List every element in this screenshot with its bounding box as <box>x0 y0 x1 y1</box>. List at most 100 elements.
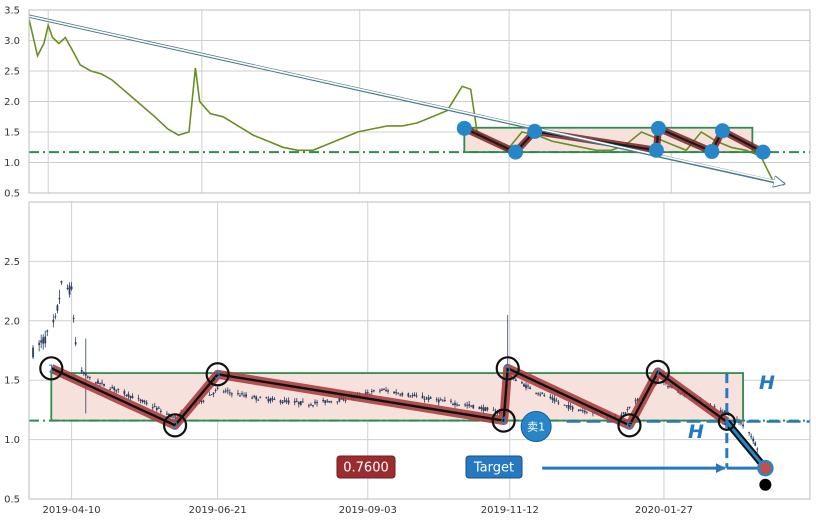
candle-body <box>269 398 272 402</box>
bottom-y-axis: 2.5 2.0 1.5 1.0 0.5 <box>4 257 20 506</box>
candle-body <box>70 286 73 290</box>
pattern-height-label: H <box>759 372 775 394</box>
candle-body <box>525 384 527 389</box>
candle-body <box>454 402 456 406</box>
candle-body <box>541 392 544 394</box>
target-height-label: H <box>688 421 704 443</box>
candle-body <box>480 407 483 410</box>
candle-body <box>267 398 270 402</box>
candle-body <box>370 391 373 393</box>
top-panel-frame <box>28 9 811 194</box>
candle-body <box>543 395 546 397</box>
candle-body <box>56 305 59 311</box>
top-y-tick-label: 3.5 <box>4 6 20 17</box>
pattern-point-label: 7 <box>654 366 661 379</box>
candle-body <box>113 387 116 391</box>
candle-body <box>265 397 268 399</box>
candle-body <box>299 401 302 405</box>
pattern-point-label: 1 <box>48 362 55 375</box>
bottom-x-tick-label: 2020-01-27 <box>635 505 693 516</box>
candle-body <box>38 342 41 345</box>
candle-body <box>253 395 256 397</box>
bottom-panel-frame <box>28 201 811 500</box>
candle-body <box>401 393 404 396</box>
top-pattern-point <box>755 144 771 160</box>
candle-body <box>535 392 538 394</box>
candle-body <box>111 387 114 389</box>
candle-body <box>328 401 331 403</box>
bottom-x-tick-label: 2019-06-21 <box>189 505 247 516</box>
pattern-point-label: 4 <box>500 415 507 428</box>
bottom-y-tick-label: 1.5 <box>4 376 20 387</box>
candle-body <box>411 395 414 397</box>
candle-body <box>279 400 282 403</box>
pattern-point-label: 5 <box>504 362 511 375</box>
candle-body <box>228 392 231 394</box>
candle-body <box>437 399 440 403</box>
target-box <box>465 455 523 479</box>
pattern-point-circle <box>617 413 642 438</box>
candle-body <box>127 393 130 397</box>
candle-body <box>439 399 442 401</box>
candle-body <box>754 442 757 446</box>
candle-body <box>312 405 314 407</box>
bottom-panel-background <box>29 202 810 499</box>
candle-body <box>68 285 71 295</box>
candle-body <box>425 397 428 399</box>
candle-body <box>472 404 475 409</box>
candle-body <box>415 395 418 397</box>
candle-body <box>271 397 274 400</box>
bottom-annotations: 1 2 3 4 5 6 7 卖1 H H 0.7600 Target <box>39 356 775 491</box>
candle-body <box>255 396 258 400</box>
candle-body <box>174 416 176 418</box>
candle-body <box>423 398 426 400</box>
candle-body <box>581 410 584 412</box>
candle-body <box>567 405 570 409</box>
candle-body <box>466 404 469 406</box>
candle-body <box>622 412 625 414</box>
candle-body <box>583 410 586 413</box>
candle-body <box>527 385 529 387</box>
candle-body <box>478 407 481 409</box>
breakout-marker <box>717 412 736 431</box>
pattern-point-circle <box>645 359 670 384</box>
candle-body <box>624 412 627 414</box>
candle-body <box>429 397 432 399</box>
top-y-tick-label: 1.5 <box>4 128 20 139</box>
candle-body <box>636 399 639 401</box>
bottom-y-tick-label: 0.5 <box>4 495 20 506</box>
candle-body <box>379 390 381 392</box>
candle-body <box>32 347 34 358</box>
candle-body <box>385 390 387 392</box>
candle-body <box>139 399 142 401</box>
candle-body <box>129 395 132 398</box>
candle-body <box>555 400 558 402</box>
candle-body <box>58 297 61 300</box>
candle-body <box>259 396 262 398</box>
bottom-y-tick-label: 2.5 <box>4 257 20 268</box>
top-pattern-point <box>527 123 543 139</box>
candle-body <box>443 399 446 401</box>
top-y-tick-label: 1.0 <box>4 158 20 169</box>
candle-body <box>521 382 523 384</box>
candle-body <box>529 387 531 390</box>
breakdown-leg <box>725 420 767 470</box>
candle-body <box>719 410 722 413</box>
candle-body <box>626 409 629 411</box>
candle-body <box>563 404 566 406</box>
candle-body <box>308 405 310 407</box>
candle-body <box>514 379 517 382</box>
candle-body <box>750 436 753 438</box>
candle-body <box>99 382 101 384</box>
candle-body <box>88 376 91 378</box>
candle-body <box>310 404 312 406</box>
candle-body <box>237 393 239 395</box>
candle-body <box>202 400 205 402</box>
bottom-x-tick-label: 2019-09-03 <box>339 505 397 516</box>
candle-body <box>241 393 243 395</box>
pattern-point-label: 2 <box>172 419 179 432</box>
top-panel: 3.5 3.0 2.5 2.0 1.5 1.0 0.5 <box>4 6 811 200</box>
candle-body <box>143 400 146 403</box>
bottom-x-axis: 2019-04-10 2019-06-21 2019-09-03 2019-11-12… <box>43 505 693 516</box>
